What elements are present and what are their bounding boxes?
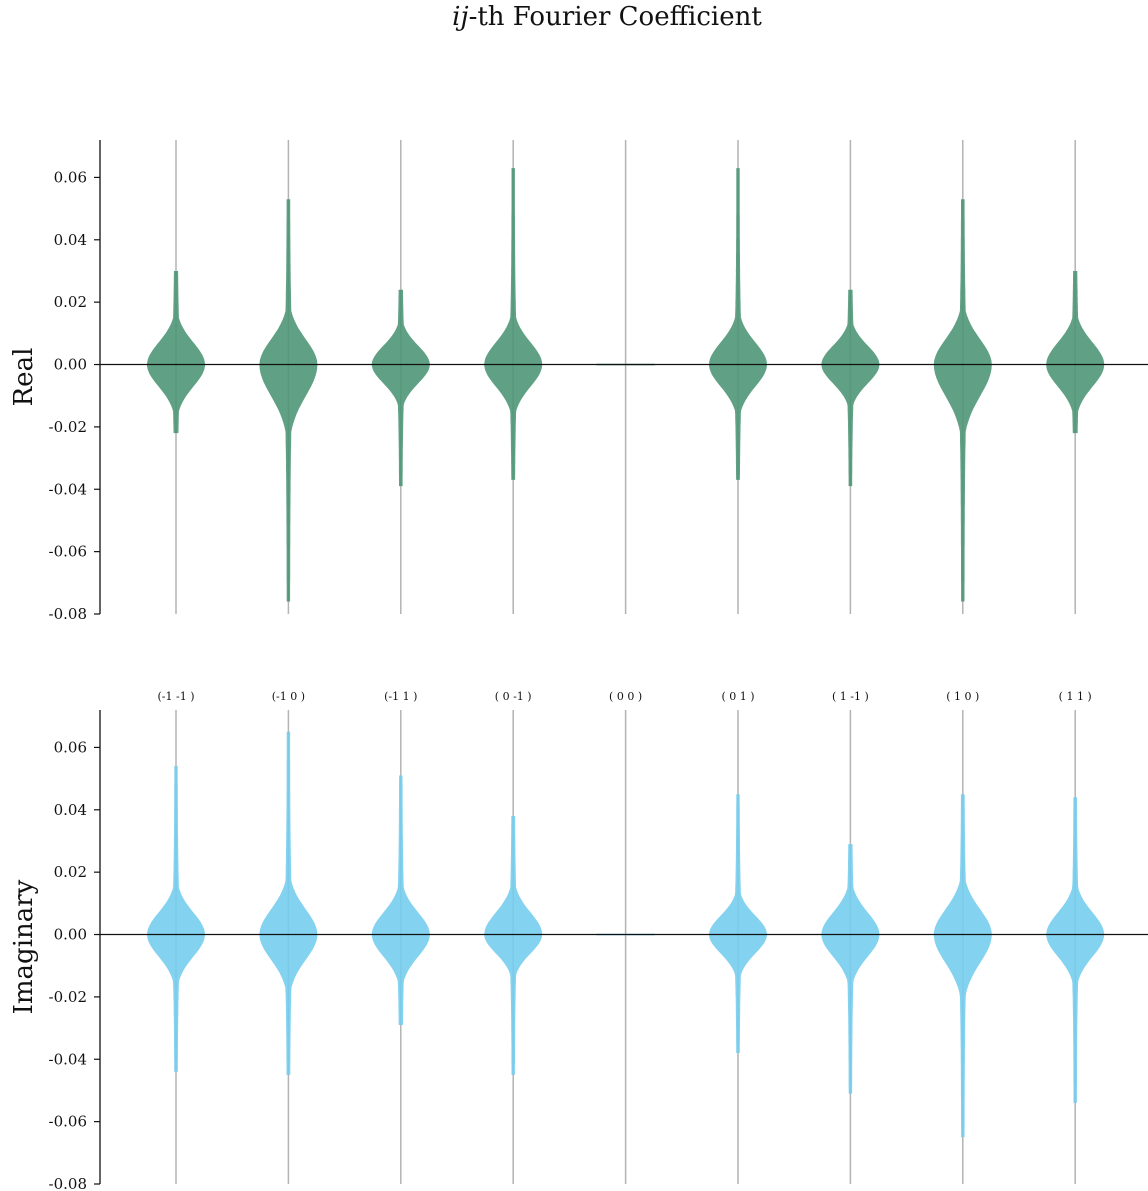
violin-real-5 (709, 168, 767, 480)
violin-imag-6 (821, 844, 880, 1094)
y-tick-label: 0.00 (54, 356, 87, 374)
y-tick-label: 0.02 (54, 293, 87, 311)
violin-real-1 (259, 199, 318, 602)
y-tick-label: -0.02 (49, 418, 87, 436)
y-tick-label: -0.02 (49, 988, 87, 1006)
violin-imag-0 (147, 766, 205, 1072)
violin-real-7 (933, 199, 992, 602)
y-tick-label: -0.06 (49, 1113, 87, 1131)
category-label: ( 1 0 ) (946, 690, 979, 703)
y-tick-label: -0.08 (49, 605, 87, 623)
violin-imag-3 (484, 816, 543, 1075)
violin-real-2 (371, 289, 430, 487)
category-label: ( 1 -1 ) (832, 690, 869, 703)
category-label: (-1 0 ) (272, 690, 305, 703)
violin-imag-8 (1046, 797, 1105, 1103)
violin-imag-5 (709, 794, 767, 1053)
category-label: ( 0 0 ) (609, 690, 642, 703)
y-axis-label: Imaginary (9, 879, 39, 1014)
y-tick-label: -0.08 (49, 1175, 87, 1191)
y-tick-label: 0.06 (54, 738, 87, 756)
violin-real-8 (1046, 271, 1105, 434)
violin-real-6 (821, 289, 880, 487)
y-tick-label: 0.00 (54, 926, 87, 944)
y-tick-label: -0.06 (49, 543, 87, 561)
category-label: ( 1 1 ) (1059, 690, 1092, 703)
violin-imag-2 (371, 775, 430, 1025)
y-tick-label: 0.04 (54, 801, 87, 819)
figure-title: ij-th Fourier Coefficient (452, 2, 762, 32)
category-label: (-1 1 ) (384, 690, 417, 703)
real-panel: 0.06 0.04 0.02 0.00 -0.02 -0.04 -0.06 -0.08 Real (9, 140, 1148, 623)
y-tick-label: 0.06 (54, 168, 87, 186)
category-label: ( 0 1 ) (721, 690, 754, 703)
category-label: ( 0 -1 ) (495, 690, 532, 703)
violin-real-3 (484, 168, 543, 480)
y-tick-label: -0.04 (49, 480, 87, 498)
figure-title-var: ij (452, 2, 468, 32)
figure-title-text: -th Fourier Coefficient (469, 2, 763, 32)
category-label: (-1 -1 ) (157, 690, 194, 703)
imaginary-panel: 0.06 0.04 0.02 0.00 -0.02 -0.04 -0.06 -0.08 Imag… (9, 690, 1148, 1191)
y-tick-label: -0.04 (49, 1050, 87, 1068)
y-axis-label: Real (9, 348, 39, 407)
violin-imag-7 (933, 794, 992, 1138)
violin-real-0 (147, 271, 205, 434)
violin-imag-1 (259, 731, 318, 1075)
y-tick-label: 0.04 (54, 231, 87, 249)
y-tick-label: 0.02 (54, 863, 87, 881)
